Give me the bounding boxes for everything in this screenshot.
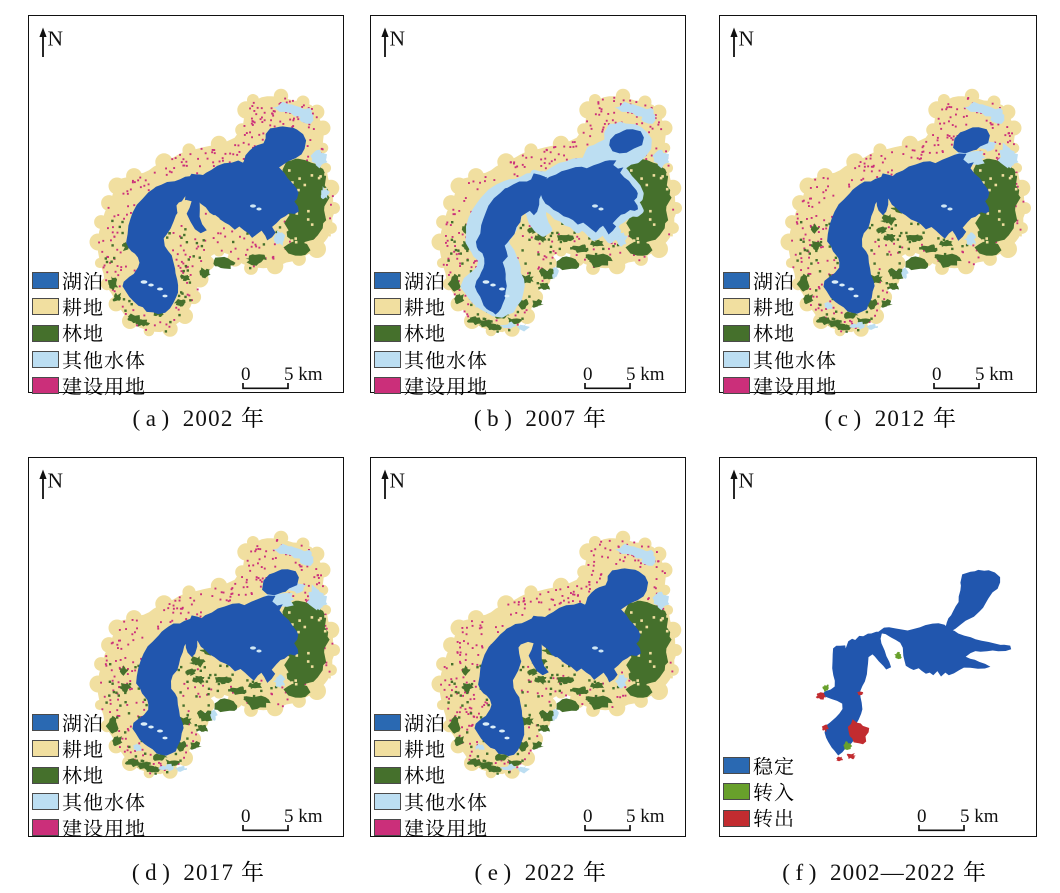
svg-text:N: N	[48, 469, 64, 493]
svg-text:N: N	[739, 27, 755, 51]
svg-text:N: N	[739, 469, 755, 493]
svg-text:N: N	[390, 469, 406, 493]
svg-text:N: N	[48, 27, 64, 51]
svg-text:N: N	[390, 27, 406, 51]
